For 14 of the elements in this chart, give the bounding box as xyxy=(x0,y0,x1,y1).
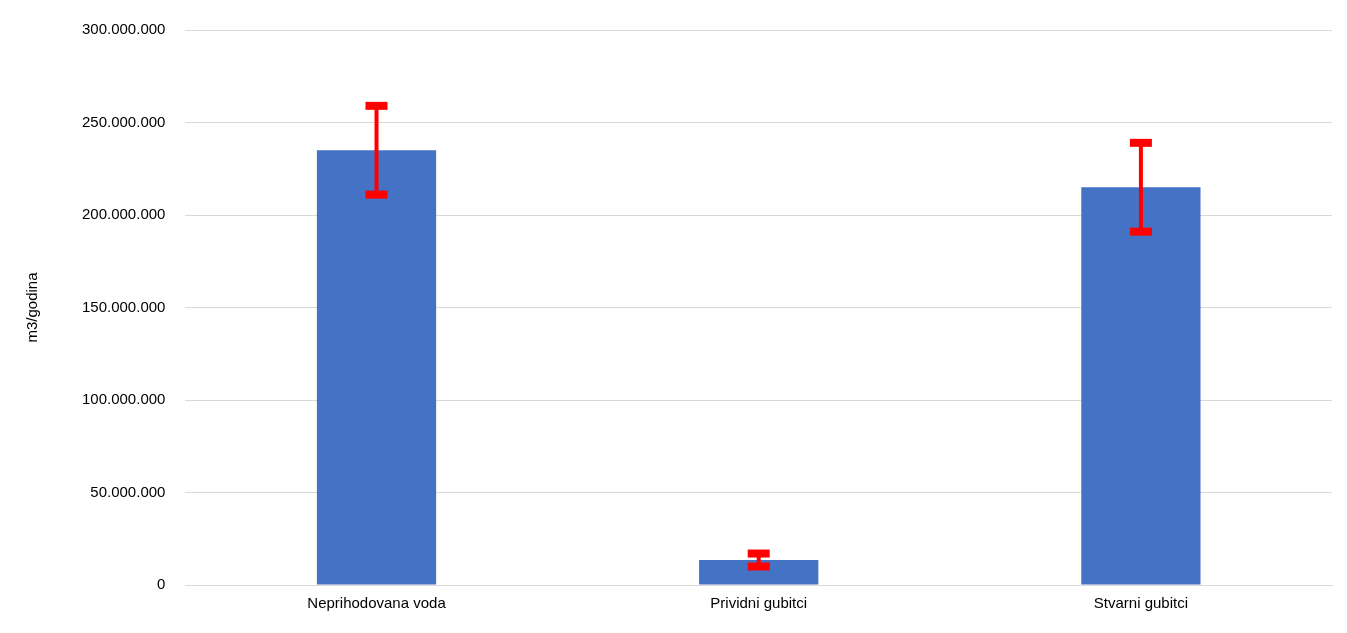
x-tick-label: Neprihodovana voda xyxy=(307,594,447,612)
y-tick-label: 0 xyxy=(157,575,166,593)
x-tick-label: Prividni gubitci xyxy=(710,594,808,612)
x-tick-label: Stvarni gubitci xyxy=(1093,594,1189,612)
y-tick-label: 200.000.000 xyxy=(81,205,166,223)
y-tick-label: 300.000.000 xyxy=(81,20,166,38)
bar xyxy=(699,560,819,585)
y-axis-title: m3/godina xyxy=(23,271,41,343)
y-tick-label: 100.000.000 xyxy=(81,390,166,408)
y-tick-label: 50.000.000 xyxy=(90,482,166,500)
bar xyxy=(316,150,437,585)
bar xyxy=(1081,187,1201,585)
y-tick-label: 150.000.000 xyxy=(81,297,166,315)
y-tick-label: 250.000.000 xyxy=(81,112,166,130)
